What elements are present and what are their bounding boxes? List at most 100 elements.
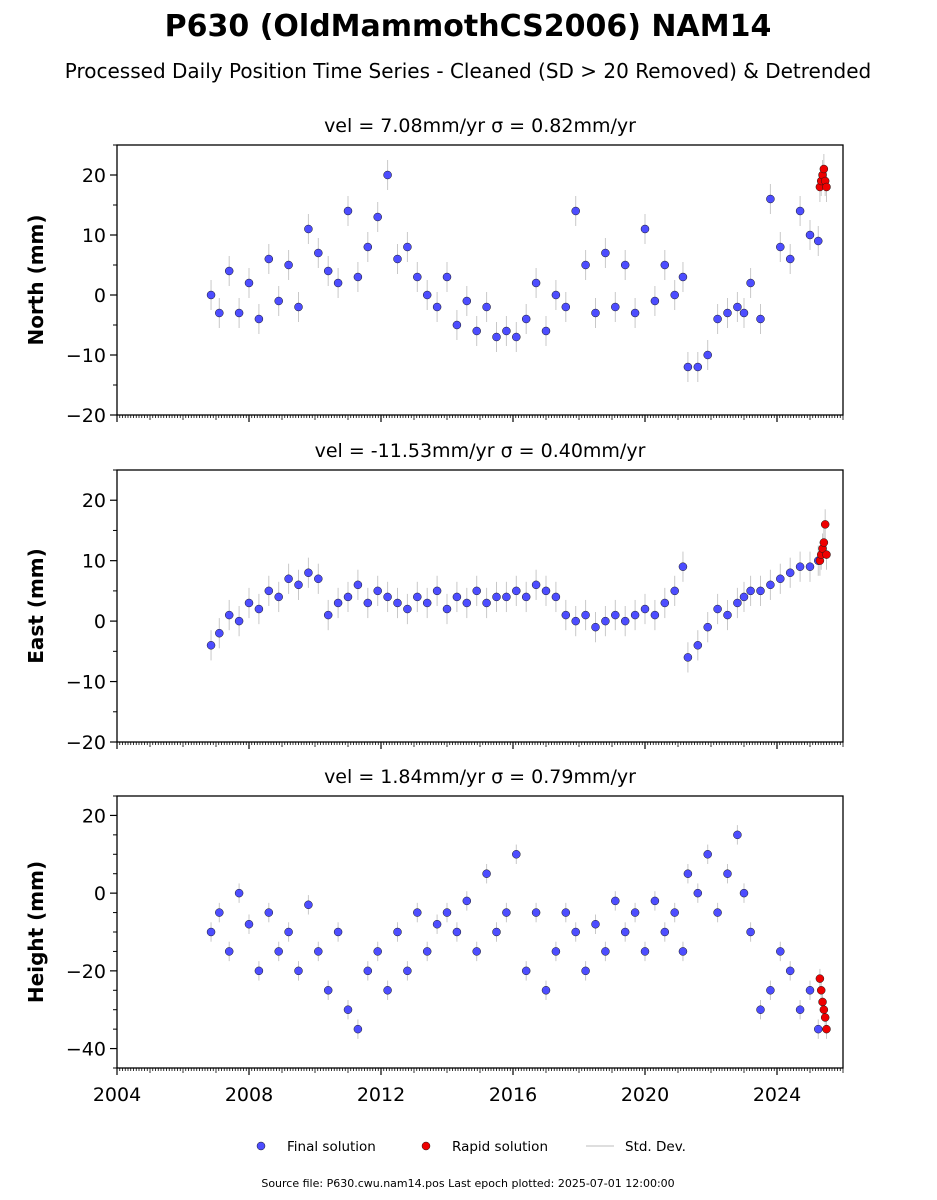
- final-point: [206, 927, 216, 937]
- final-point: [274, 296, 283, 306]
- legend-rapid-label: Rapid solution: [452, 1139, 548, 1155]
- final-point: [581, 966, 590, 976]
- final-point: [462, 296, 472, 306]
- y-tick-label: −10: [66, 345, 106, 367]
- final-point: [776, 947, 785, 956]
- final-point: [650, 296, 660, 306]
- final-point: [683, 653, 693, 662]
- final-point: [814, 236, 823, 246]
- final-point: [432, 919, 442, 929]
- final-point: [713, 908, 722, 917]
- final-point: [739, 308, 749, 318]
- y-tick-label: 10: [82, 225, 106, 247]
- final-point: [254, 604, 264, 614]
- x-tick-label: 2020: [621, 1084, 669, 1106]
- rapid-point: [822, 550, 831, 559]
- final-point: [630, 908, 640, 917]
- final-point: [521, 966, 531, 976]
- final-point: [805, 230, 815, 240]
- final-point: [541, 986, 551, 995]
- y-tick-label: 20: [82, 805, 106, 827]
- final-point: [561, 610, 571, 620]
- final-point: [611, 610, 620, 620]
- final-point: [723, 610, 732, 620]
- final-point: [304, 568, 313, 578]
- final-point: [756, 586, 765, 596]
- final-point: [304, 900, 313, 910]
- final-point: [353, 580, 363, 590]
- y-tick-label: −20: [66, 961, 106, 983]
- final-point: [343, 592, 353, 602]
- final-point: [678, 272, 688, 282]
- final-point: [393, 598, 402, 608]
- rapid-point: [815, 974, 825, 983]
- rapid-point: [822, 1024, 831, 1034]
- x-tick-label: 2008: [225, 1084, 273, 1106]
- final-point: [601, 947, 610, 956]
- final-point: [343, 206, 353, 216]
- final-point: [683, 869, 693, 878]
- final-point: [294, 966, 303, 976]
- final-point: [215, 628, 224, 638]
- final-point: [723, 308, 732, 318]
- final-point: [482, 302, 491, 312]
- final-point: [333, 598, 343, 608]
- final-point: [234, 616, 244, 626]
- final-point: [591, 622, 600, 632]
- final-point: [472, 326, 481, 336]
- final-point: [795, 206, 805, 216]
- final-point: [452, 320, 462, 330]
- final-point: [333, 927, 343, 937]
- final-point: [683, 362, 693, 372]
- final-point: [805, 562, 815, 571]
- final-point: [264, 586, 274, 596]
- final-point: [383, 170, 392, 180]
- y-tick-label: −20: [66, 405, 106, 427]
- final-point: [650, 610, 660, 620]
- final-point: [512, 332, 521, 342]
- final-point: [795, 1005, 805, 1014]
- final-point: [373, 586, 382, 596]
- final-point: [244, 598, 254, 608]
- final-point: [452, 592, 462, 602]
- final-point: [512, 850, 521, 859]
- plot-frame: [116, 469, 844, 743]
- final-point: [620, 927, 630, 937]
- y-tick-label: 20: [82, 165, 106, 187]
- final-point: [502, 326, 511, 336]
- final-point: [413, 908, 422, 917]
- final-point: [393, 254, 402, 264]
- final-point: [581, 260, 590, 270]
- rapid-point: [819, 538, 829, 547]
- legend-final-label: Final solution: [287, 1139, 376, 1155]
- final-point: [383, 986, 392, 995]
- final-point: [413, 272, 422, 282]
- final-point: [591, 919, 600, 929]
- final-point: [206, 641, 216, 650]
- final-point: [640, 947, 650, 956]
- final-point: [693, 362, 703, 372]
- final-point: [363, 598, 373, 608]
- final-point: [224, 947, 234, 956]
- final-point: [323, 610, 333, 620]
- final-point: [733, 830, 742, 840]
- y-tick-label: −20: [66, 732, 106, 754]
- final-point: [353, 272, 363, 282]
- final-point: [373, 212, 382, 222]
- final-point: [581, 610, 590, 620]
- final-point: [756, 314, 765, 324]
- final-point: [739, 592, 749, 602]
- final-point: [442, 272, 452, 282]
- final-point: [413, 592, 422, 602]
- x-tick-label: 2004: [93, 1084, 141, 1106]
- final-point: [785, 966, 795, 976]
- final-point: [422, 947, 432, 956]
- final-point: [206, 290, 216, 300]
- rapid-point: [818, 997, 827, 1007]
- final-point: [795, 562, 805, 571]
- final-point: [462, 598, 472, 608]
- final-point: [294, 302, 303, 312]
- final-point: [403, 966, 412, 976]
- final-point: [561, 908, 571, 917]
- final-point: [571, 927, 580, 937]
